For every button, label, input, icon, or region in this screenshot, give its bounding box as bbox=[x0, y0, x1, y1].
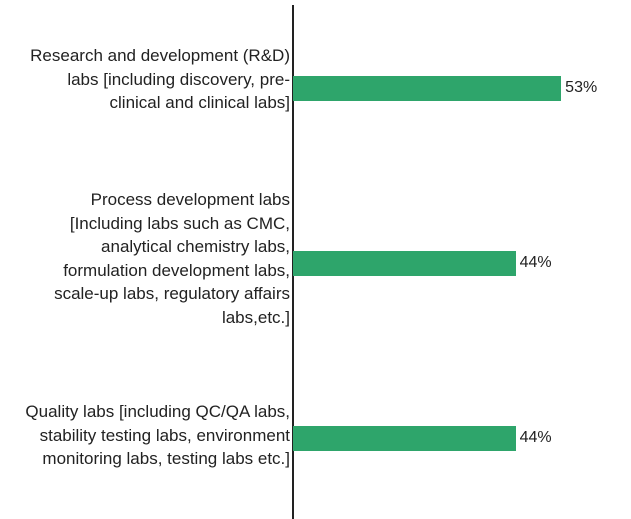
value-label: 44% bbox=[519, 254, 552, 271]
bar bbox=[293, 76, 562, 101]
category-label: Research and development (R&D) labs [inc… bbox=[30, 46, 290, 112]
category-label: Process development labs [Including labs… bbox=[54, 190, 290, 327]
bar bbox=[293, 426, 516, 451]
category-label: Quality labs [including QC/QA labs, stab… bbox=[25, 402, 290, 468]
value-label: 44% bbox=[519, 429, 552, 446]
bar bbox=[293, 251, 516, 276]
axis-line bbox=[292, 5, 294, 519]
value-label: 53% bbox=[565, 79, 598, 96]
